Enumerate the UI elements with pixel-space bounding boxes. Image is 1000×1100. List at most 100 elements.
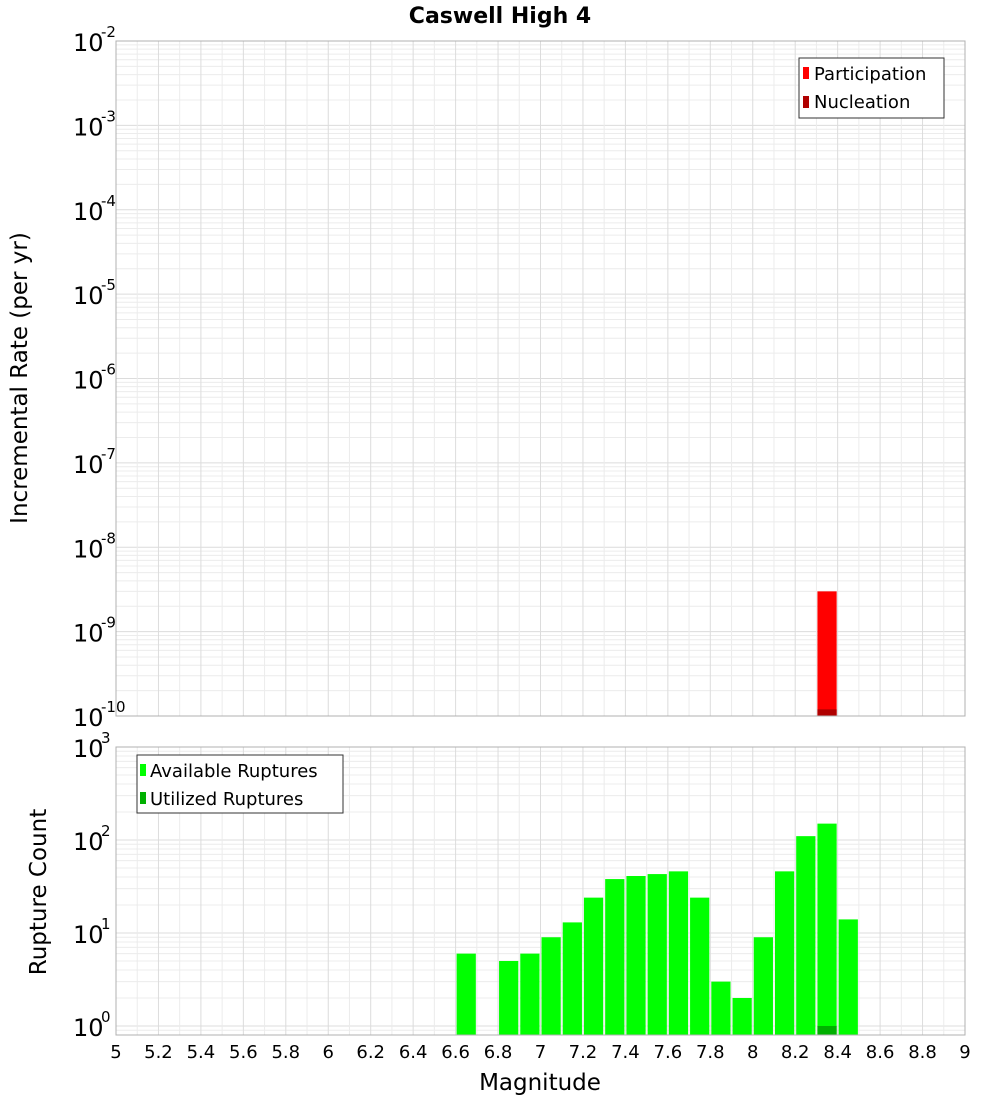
legend-label-available: Available Ruptures (150, 761, 318, 782)
legend-label-utilized: Utilized Ruptures (150, 789, 303, 810)
y-tick-base: 10 (73, 282, 104, 310)
rate-legend-box (798, 57, 945, 119)
y-tick-base: 10 (73, 735, 104, 763)
x-tick-label: 8.2 (781, 1042, 810, 1063)
nucleation-bar (817, 709, 837, 716)
available-ruptures-bar (711, 981, 731, 1035)
available-ruptures-bar (838, 919, 858, 1035)
rate-y-tick: 10-7 (73, 445, 116, 479)
legend-swatch-available (140, 764, 146, 776)
x-tick-label: 8.4 (823, 1042, 852, 1063)
rate-y-tick: 10-4 (73, 192, 116, 226)
y-tick-base: 10 (73, 704, 104, 732)
available-ruptures-bar (732, 997, 752, 1035)
rate-y-tick: 10-10 (73, 698, 126, 732)
x-tick-label: 6.2 (356, 1042, 385, 1063)
x-tick-label: 8.6 (866, 1042, 895, 1063)
y-tick-base: 10 (73, 921, 104, 949)
participation-bar (817, 591, 837, 716)
available-ruptures-bar (520, 953, 540, 1035)
y-tick-exponent: 3 (101, 729, 111, 747)
x-tick-label: 7.6 (654, 1042, 683, 1063)
available-ruptures-bar (817, 823, 837, 1035)
available-ruptures-bar (562, 922, 582, 1035)
available-ruptures-bar (605, 879, 625, 1035)
x-tick-label: 5.2 (144, 1042, 173, 1063)
x-tick-label: 6.4 (399, 1042, 428, 1063)
legend-swatch-participation (803, 67, 809, 79)
legend-swatch-nucleation (803, 96, 809, 108)
x-tick-label: 6 (323, 1042, 334, 1063)
x-tick-label: 9 (959, 1042, 970, 1063)
legend-swatch-utilized (140, 792, 146, 804)
y-tick-base: 10 (73, 29, 104, 57)
y-tick-exponent: -6 (101, 361, 116, 379)
x-tick-label: 7 (535, 1042, 546, 1063)
available-ruptures-bar (774, 871, 795, 1035)
y-tick-exponent: -10 (101, 698, 126, 716)
magnitude-x-axis-label: Magnitude (479, 1070, 601, 1096)
y-tick-exponent: 0 (101, 1008, 111, 1026)
y-tick-base: 10 (73, 1014, 104, 1042)
y-tick-exponent: -7 (101, 445, 116, 463)
x-tick-label: 7.8 (696, 1042, 725, 1063)
y-tick-exponent: -3 (101, 107, 116, 125)
rate-plot-border (115, 40, 966, 717)
y-tick-base: 10 (73, 198, 104, 226)
count-bars (456, 823, 858, 1035)
x-tick-label: 5 (110, 1042, 121, 1063)
utilized-ruptures-bar (817, 1025, 837, 1035)
available-ruptures-bar (583, 897, 604, 1035)
available-ruptures-bar (499, 960, 519, 1035)
x-tick-label: 8.8 (908, 1042, 937, 1063)
available-ruptures-bar (456, 953, 476, 1035)
x-tick-label: 5.8 (271, 1042, 300, 1063)
available-ruptures-bar (647, 874, 667, 1035)
legend-label-nucleation: Nucleation (814, 92, 910, 113)
y-tick-base: 10 (73, 535, 104, 563)
available-ruptures-bar (668, 871, 689, 1035)
count-y-tick: 101 (73, 915, 111, 949)
y-tick-exponent: -5 (101, 276, 116, 294)
available-ruptures-bar (796, 836, 816, 1035)
y-tick-exponent: -8 (101, 529, 116, 547)
y-tick-base: 10 (73, 620, 104, 648)
y-tick-exponent: -2 (101, 23, 116, 41)
count-legend: Available Ruptures Utilized Ruptures (136, 754, 344, 814)
y-tick-exponent: 1 (101, 915, 111, 933)
y-tick-base: 10 (73, 828, 104, 856)
x-tick-label: 7.4 (611, 1042, 640, 1063)
x-tick-label: 8 (747, 1042, 758, 1063)
y-tick-exponent: -4 (101, 192, 116, 210)
rate-y-tick: 10-3 (73, 107, 116, 141)
available-ruptures-bar (541, 937, 561, 1035)
y-tick-exponent: -9 (101, 614, 116, 632)
magnitude-x-ticks: 5 5.2 5.4 5.6 5.8 6 6.2 6.4 6.6 6.8 7 7.2 7.4 7.6 7.8 8… (110, 1042, 970, 1063)
y-tick-base: 10 (73, 451, 104, 479)
y-tick-base: 10 (73, 113, 104, 141)
count-plot-border (115, 746, 966, 1036)
x-tick-label: 6.8 (484, 1042, 513, 1063)
x-tick-label: 5.4 (187, 1042, 216, 1063)
rate-bars (817, 591, 837, 716)
rate-gridlines (115, 41, 966, 717)
rate-y-tick: 10-6 (73, 361, 116, 395)
count-y-tick: 103 (73, 729, 111, 763)
chart-title: Caswell High 4 (409, 4, 591, 29)
count-y-axis-label: Rupture Count (26, 809, 52, 975)
count-legend-box (136, 754, 344, 814)
legend-label-participation: Participation (814, 64, 926, 85)
x-tick-label: 6.6 (441, 1042, 470, 1063)
rate-y-tick: 10-9 (73, 614, 116, 648)
rate-y-tick: 10-8 (73, 529, 116, 563)
rate-y-tick: 10-2 (73, 23, 116, 57)
rate-y-axis-label: Incremental Rate (per yr) (7, 232, 33, 524)
available-ruptures-bar (626, 876, 646, 1035)
count-y-tick: 100 (73, 1008, 111, 1042)
y-tick-exponent: 2 (101, 822, 111, 840)
